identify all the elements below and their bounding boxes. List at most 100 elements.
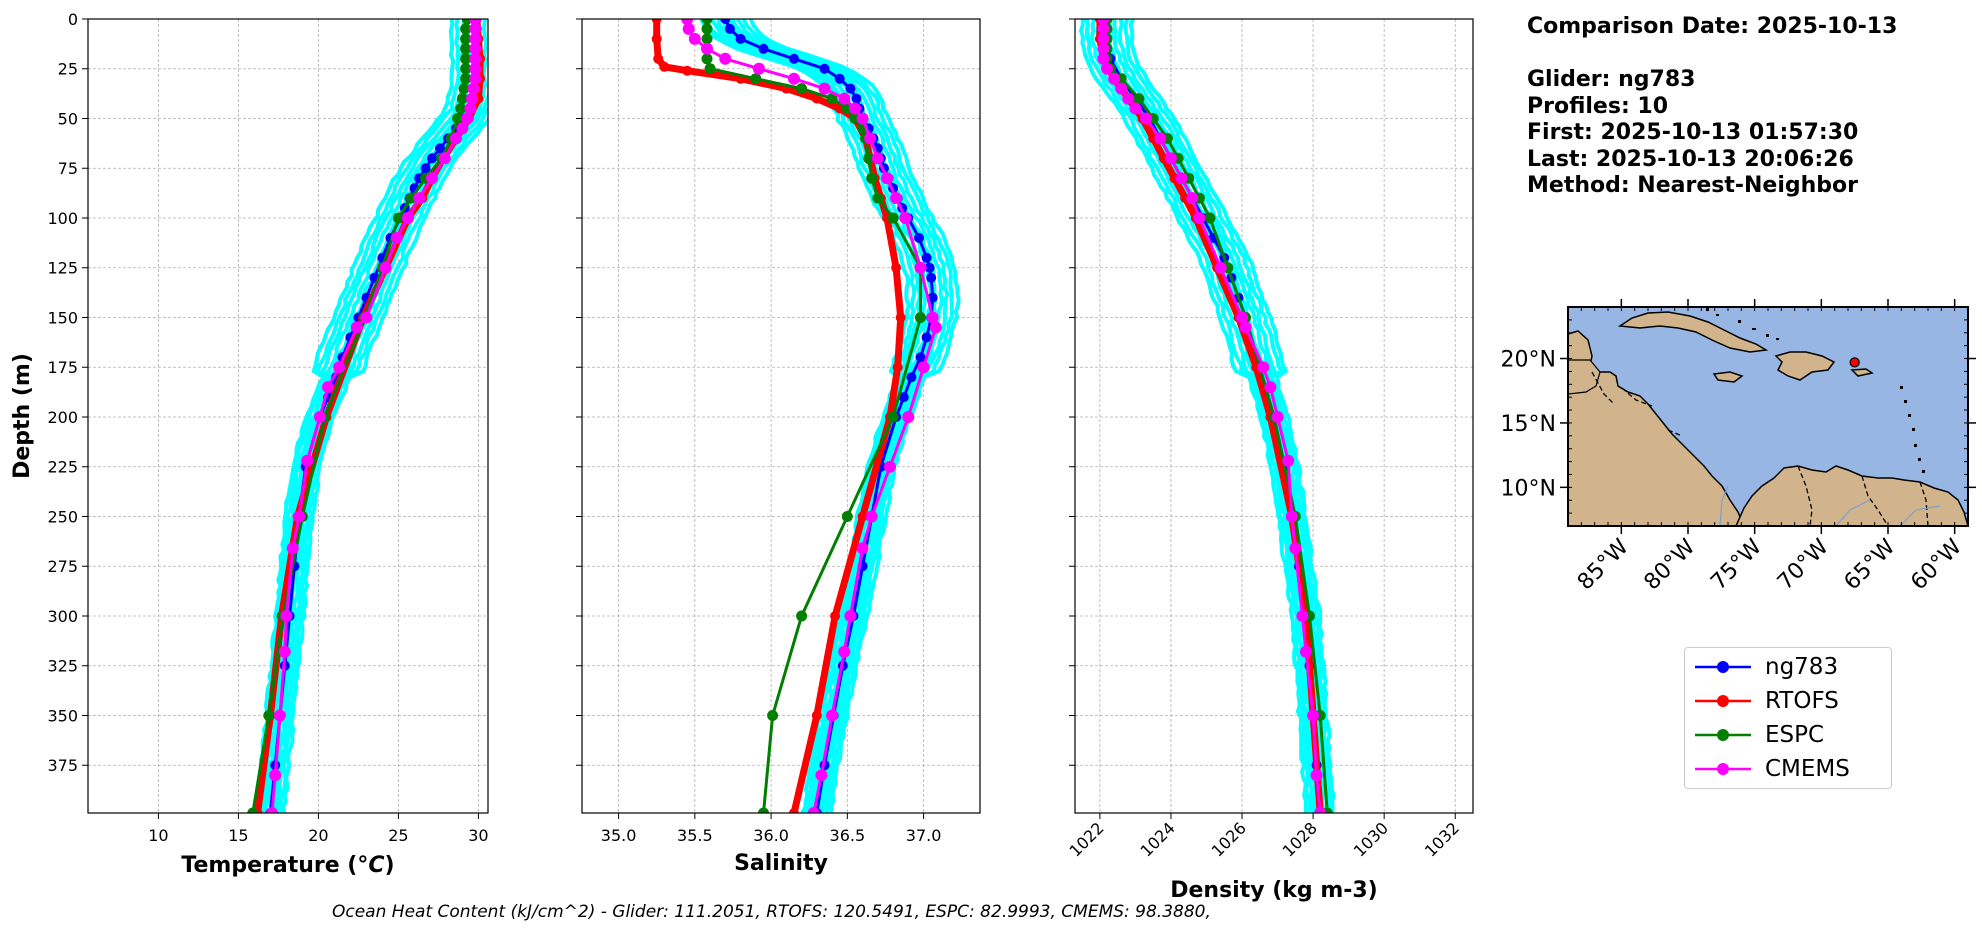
series-point-cmems xyxy=(1154,132,1167,145)
series-point-espc xyxy=(460,53,472,65)
glider-location-marker xyxy=(1849,357,1860,368)
series-point-cmems xyxy=(293,510,306,523)
series-point-cmems xyxy=(826,709,839,722)
series-point-cmems xyxy=(278,645,291,658)
map-land xyxy=(1568,308,1968,526)
y-tick-label: 250 xyxy=(47,507,78,526)
series-point-cmems xyxy=(719,52,732,65)
series-point-cmems xyxy=(469,42,482,55)
series-point-cmems xyxy=(438,152,451,165)
location-map: 85°W 80°W 75°W 70°W 65°W 60°W 10°N 15°N 20°N xyxy=(1501,299,1976,595)
series-point-cmems xyxy=(1129,102,1142,115)
depth-ylabel: Depth (m) xyxy=(10,353,35,479)
series-point-cmems xyxy=(269,769,282,782)
series-point-cmems xyxy=(815,769,828,782)
legend-swatch-rtofs xyxy=(1695,695,1751,707)
series-point-espc xyxy=(758,807,769,813)
south-america-land xyxy=(1735,465,1968,526)
series-point-cmems xyxy=(864,132,877,145)
cuba-land xyxy=(1617,311,1769,353)
series-point-rtofs xyxy=(811,710,822,721)
x-tick-label: 1022 xyxy=(1065,818,1107,860)
series-point-cmems xyxy=(461,112,474,125)
series-point-cmems xyxy=(856,112,869,125)
series-point-espc xyxy=(887,212,899,224)
series-point-espc xyxy=(887,411,899,423)
series-point-cmems xyxy=(1285,510,1298,523)
series-point-ng783 xyxy=(724,23,735,34)
glider-raw-profile xyxy=(1084,19,1312,813)
series-point-cmems xyxy=(1214,261,1227,274)
series-point-cmems xyxy=(856,542,869,555)
series-point-cmems xyxy=(466,92,478,105)
density-panel: 1022 1024 1026 1028 1030 1032 Density (kg m-3… xyxy=(1065,18,1474,903)
series-point-espc xyxy=(796,610,808,622)
series-point-rtofs xyxy=(682,65,693,76)
series-point-espc xyxy=(460,33,472,45)
series-point-cmems xyxy=(844,610,857,622)
x-tick-label: 15 xyxy=(228,826,248,845)
lesser-antilles xyxy=(1900,386,1925,473)
series-point-cmems xyxy=(402,212,414,224)
series-point-ng783 xyxy=(851,93,862,104)
series-point-cmems xyxy=(379,261,392,274)
density-glider-raw xyxy=(1079,19,1336,813)
series-point-cmems xyxy=(1307,709,1320,722)
x-tick-label: 35.0 xyxy=(601,826,637,845)
series-point-ng783 xyxy=(927,292,938,303)
series-point-cmems xyxy=(1164,152,1177,165)
series-point-cmems xyxy=(1115,82,1128,95)
salinity-glider-raw xyxy=(699,19,961,813)
yucatan-land xyxy=(1568,359,1601,395)
series-point-cmems xyxy=(926,311,939,324)
series-point-cmems xyxy=(788,72,800,85)
series-point-cmems xyxy=(752,62,765,75)
x-tick-label: 36.5 xyxy=(830,826,866,845)
series-point-cmems xyxy=(301,454,314,467)
series-point-cmems xyxy=(1101,62,1113,75)
series-point-espc xyxy=(701,23,713,35)
y-tick-label: 50 xyxy=(58,109,78,128)
series-point-ng783 xyxy=(420,163,431,174)
series-point-cmems xyxy=(914,261,927,274)
glider-raw-profile xyxy=(1079,19,1309,813)
series-point-cmems xyxy=(1314,807,1327,813)
series-point-cmems xyxy=(865,510,878,523)
legend-swatch-ng783 xyxy=(1695,661,1751,673)
rivers xyxy=(1719,485,1941,526)
series-point-cmems xyxy=(426,172,438,185)
series-point-ng783 xyxy=(789,53,799,64)
salinity-series xyxy=(651,19,942,813)
salinity-xlabel: Salinity xyxy=(734,851,828,876)
series-point-rtofs xyxy=(830,611,841,621)
series-point-cmems xyxy=(450,132,462,145)
series-point-ng783 xyxy=(914,232,924,243)
y-tick-label: 125 xyxy=(47,259,78,278)
series-point-cmems xyxy=(467,82,480,95)
salinity-grid xyxy=(582,18,980,813)
series-point-ng783 xyxy=(720,19,731,24)
series-point-cmems xyxy=(1140,112,1153,125)
map-x-tick-label: 60°W xyxy=(1906,534,1967,595)
salinity-axes-frame xyxy=(581,18,981,814)
series-point-espc xyxy=(704,63,716,75)
series-point-espc xyxy=(263,710,275,721)
series-point-espc xyxy=(701,53,713,65)
series-point-rtofs xyxy=(892,362,903,373)
x-tick-label: 36.0 xyxy=(753,826,789,845)
x-tick-label: 1024 xyxy=(1137,818,1179,860)
series-point-cmems xyxy=(286,542,299,555)
legend-item-ng783: ng783 xyxy=(1693,650,1838,684)
y-tick-label: 350 xyxy=(47,706,78,725)
series-point-cmems xyxy=(314,411,326,423)
series-point-espc xyxy=(455,103,467,114)
series-point-cmems xyxy=(688,32,701,45)
y-tick-label: 150 xyxy=(47,308,78,327)
series-point-cmems xyxy=(1122,92,1135,105)
density-series xyxy=(1094,19,1333,813)
density-xlabel: Density (kg m-3) xyxy=(1170,878,1378,903)
x-tick-label: 1032 xyxy=(1421,818,1463,860)
map-x-tick-label: 70°W xyxy=(1773,534,1834,595)
series-point-cmems xyxy=(1175,172,1188,185)
series-point-rtofs xyxy=(811,93,822,104)
